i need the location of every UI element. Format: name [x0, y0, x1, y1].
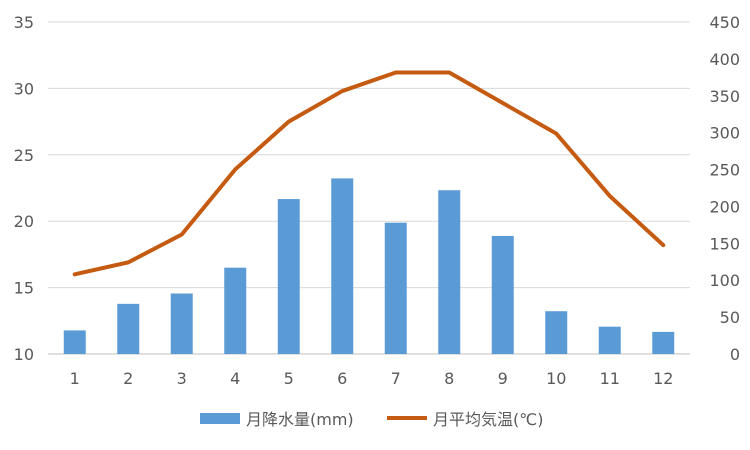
left-axis-tick-label: 25	[14, 146, 34, 165]
temperature-line	[72, 70, 666, 277]
legend: 月降水量(mm) 月平均気温(℃)	[200, 410, 543, 429]
temperature-point	[181, 233, 183, 235]
temperature-point	[288, 121, 290, 123]
x-axis-ticks: 1 2 3 4 5 6 7 8 9 10 11 12	[70, 369, 674, 388]
x-axis-tick-label: 8	[444, 369, 454, 388]
x-axis-tick-label: 11	[600, 369, 620, 388]
precipitation-bar	[277, 199, 300, 354]
x-axis-tick-label: 12	[653, 369, 673, 388]
left-axis-tick-label: 20	[14, 212, 34, 231]
right-axis-tick-label: 100	[709, 271, 740, 290]
x-axis-tick-label: 4	[230, 369, 240, 388]
x-axis-tick-label: 6	[337, 369, 347, 388]
gridlines	[48, 21, 690, 355]
right-axis-ticks: 0 50 100 150 200 250 300 350 400 450	[709, 13, 740, 364]
precipitation-bar	[545, 311, 568, 354]
precipitation-bar	[598, 326, 621, 354]
right-axis-tick-label: 150	[709, 234, 740, 253]
left-axis-tick-label: 30	[14, 79, 34, 98]
temperature-point	[127, 261, 129, 263]
right-axis-tick-label: 200	[709, 197, 740, 216]
temperature-point	[448, 71, 450, 73]
precipitation-bars	[63, 178, 675, 354]
left-axis-tick-label: 10	[14, 345, 34, 364]
right-axis-tick-label: 400	[709, 50, 740, 69]
x-axis-tick-label: 5	[284, 369, 294, 388]
precipitation-bar	[331, 178, 354, 354]
precipitation-bar	[438, 190, 461, 354]
x-axis-tick-label: 1	[70, 369, 80, 388]
temperature-point	[395, 71, 397, 73]
temperature-point	[609, 195, 611, 197]
temperature-point	[555, 133, 557, 135]
precipitation-bar	[170, 293, 193, 354]
temperature-line-group	[72, 70, 666, 277]
right-axis-tick-label: 300	[709, 124, 740, 143]
temperature-point	[74, 273, 76, 275]
legend-temperature-label: 月平均気温(℃)	[433, 410, 543, 429]
temperature-point	[662, 244, 664, 246]
x-axis-tick-label: 9	[498, 369, 508, 388]
x-axis-tick-label: 3	[177, 369, 187, 388]
legend-precipitation-label: 月降水量(mm)	[246, 410, 354, 429]
precipitation-bar	[224, 267, 247, 354]
temperature-point	[341, 90, 343, 92]
right-axis-tick-label: 50	[720, 308, 740, 327]
right-axis-tick-label: 250	[709, 161, 740, 180]
precipitation-bar	[117, 303, 140, 354]
precipitation-bar	[63, 330, 86, 354]
right-axis-tick-label: 0	[730, 345, 740, 364]
legend-precipitation-swatch	[200, 413, 240, 424]
x-axis-tick-label: 2	[123, 369, 133, 388]
x-axis-tick-label: 7	[391, 369, 401, 388]
right-axis-tick-label: 350	[709, 87, 740, 106]
left-axis-tick-label: 35	[14, 13, 34, 32]
x-axis-tick-label: 10	[546, 369, 566, 388]
temperature-point	[234, 168, 236, 170]
precipitation-bar	[652, 331, 675, 354]
precipitation-bar	[384, 222, 407, 354]
left-axis-tick-label: 15	[14, 279, 34, 298]
temperature-point	[502, 102, 504, 104]
left-axis-ticks: 10 15 20 25 30 35	[14, 13, 34, 364]
precipitation-bar	[491, 235, 514, 354]
right-axis-tick-label: 450	[709, 13, 740, 32]
